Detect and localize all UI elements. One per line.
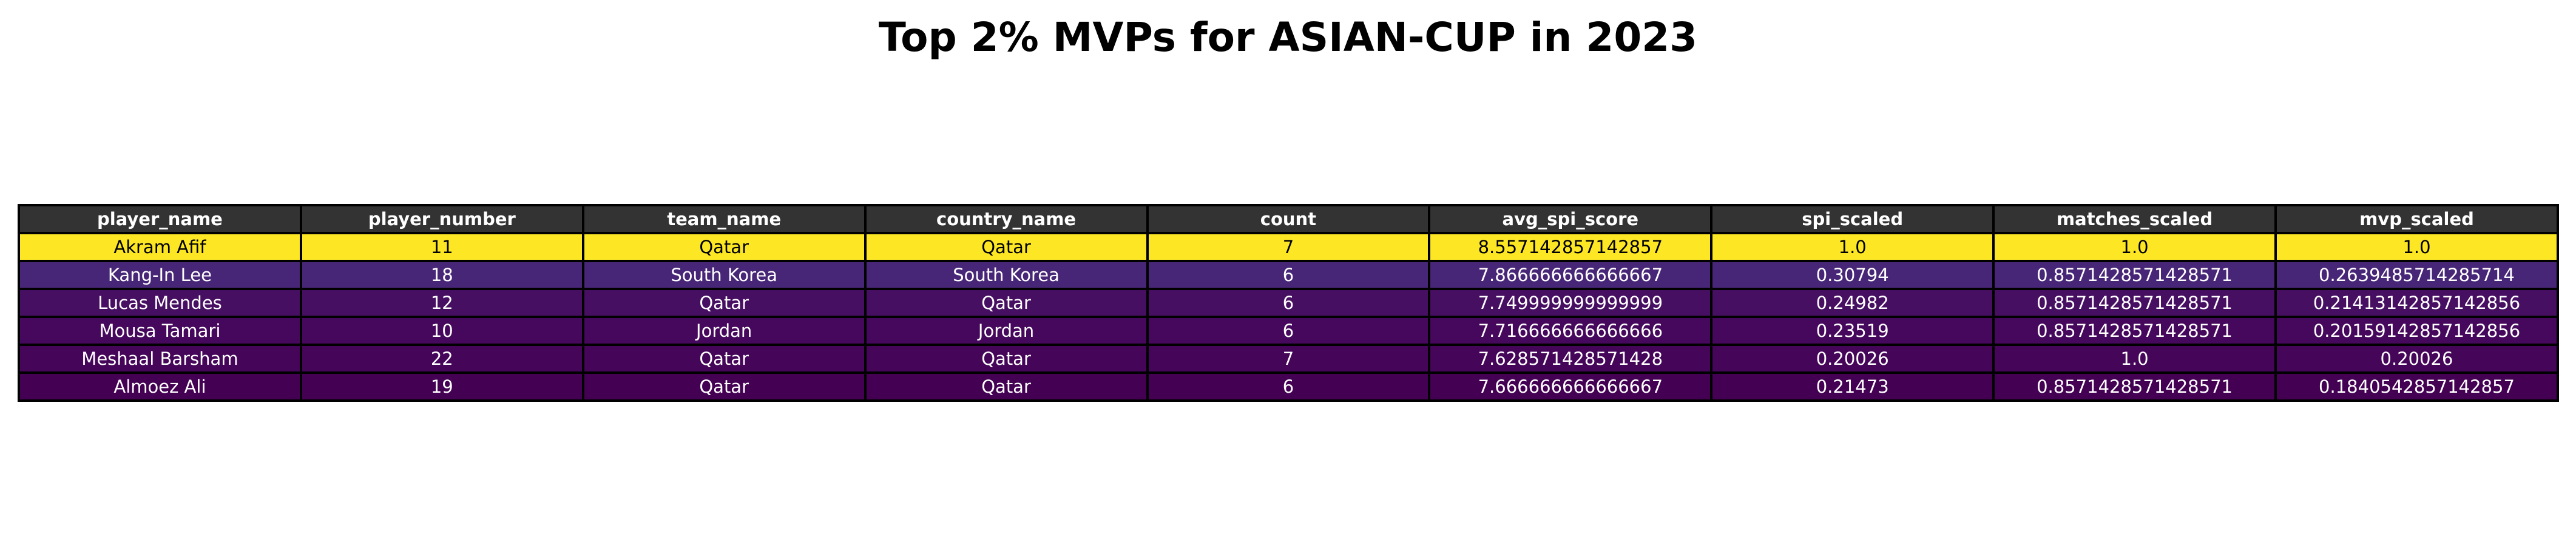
- table-row: Kang-In Lee 18 South Korea South Korea 6 7.86…: [18, 260, 2559, 290]
- cell-spi-scaled: 0.24982: [1710, 288, 1995, 318]
- cell-player-number: 11: [299, 232, 584, 262]
- cell-spi-scaled: 0.21473: [1710, 371, 1995, 402]
- cell-count: 6: [1146, 316, 1431, 346]
- column-header-country-name: country_name: [864, 204, 1149, 234]
- cell-spi-scaled: 0.23519: [1710, 316, 1995, 346]
- cell-matches-scaled: 0.8571428571428571: [1992, 260, 2277, 290]
- table-row: Akram Afif 11 Qatar Qatar 7 8.557142857142857…: [18, 232, 2559, 262]
- cell-avg-spi-score: 7.716666666666666: [1428, 316, 1713, 346]
- column-header-spi-scaled: spi_scaled: [1710, 204, 1995, 234]
- cell-count: 7: [1146, 232, 1431, 262]
- column-header-avg-spi-score: avg_spi_score: [1428, 204, 1713, 234]
- cell-mvp-scaled: 1.0: [2274, 232, 2559, 262]
- cell-player-name: Almoez Ali: [18, 371, 302, 402]
- cell-count: 6: [1146, 288, 1431, 318]
- cell-player-number: 12: [299, 288, 584, 318]
- cell-player-name: Lucas Mendes: [18, 288, 302, 318]
- cell-player-name: Meshaal Barsham: [18, 344, 302, 374]
- cell-player-number: 10: [299, 316, 584, 346]
- table-row: Almoez Ali 19 Qatar Qatar 6 7.666666666666667…: [18, 371, 2559, 402]
- column-header-mvp-scaled: mvp_scaled: [2274, 204, 2559, 234]
- cell-matches-scaled: 0.8571428571428571: [1992, 288, 2277, 318]
- table-body: Akram Afif 11 Qatar Qatar 7 8.557142857142857…: [18, 232, 2559, 402]
- cell-matches-scaled: 0.8571428571428571: [1992, 316, 2277, 346]
- mvp-table: player_name player_number team_name country…: [18, 204, 2559, 402]
- cell-mvp-scaled: 0.20159142857142856: [2274, 316, 2559, 346]
- cell-country-name: Qatar: [864, 371, 1149, 402]
- cell-team-name: Qatar: [581, 288, 867, 318]
- cell-count: 6: [1146, 371, 1431, 402]
- table-header-row: player_name player_number team_name country…: [18, 204, 2559, 234]
- cell-player-number: 19: [299, 371, 584, 402]
- cell-team-name: Qatar: [581, 371, 867, 402]
- cell-mvp-scaled: 0.1840542857142857: [2274, 371, 2559, 402]
- table-row: Lucas Mendes 12 Qatar Qatar 6 7.7499999999999…: [18, 288, 2559, 318]
- cell-avg-spi-score: 7.749999999999999: [1428, 288, 1713, 318]
- cell-player-number: 18: [299, 260, 584, 290]
- cell-country-name: Jordan: [864, 316, 1149, 346]
- cell-matches-scaled: 1.0: [1992, 232, 2277, 262]
- table-row: Mousa Tamari 10 Jordan Jordan 6 7.71666666666…: [18, 316, 2559, 346]
- cell-mvp-scaled: 0.20026: [2274, 344, 2559, 374]
- cell-player-name: Akram Afif: [18, 232, 302, 262]
- cell-country-name: Qatar: [864, 232, 1149, 262]
- cell-avg-spi-score: 7.666666666666667: [1428, 371, 1713, 402]
- column-header-matches-scaled: matches_scaled: [1992, 204, 2277, 234]
- cell-player-name: Mousa Tamari: [18, 316, 302, 346]
- cell-team-name: Qatar: [581, 232, 867, 262]
- cell-country-name: South Korea: [864, 260, 1149, 290]
- cell-team-name: Jordan: [581, 316, 867, 346]
- cell-avg-spi-score: 7.628571428571428: [1428, 344, 1713, 374]
- cell-spi-scaled: 0.20026: [1710, 344, 1995, 374]
- column-header-team-name: team_name: [581, 204, 867, 234]
- cell-matches-scaled: 1.0: [1992, 344, 2277, 374]
- table-row: Meshaal Barsham 22 Qatar Qatar 7 7.6285714285…: [18, 344, 2559, 374]
- cell-country-name: Qatar: [864, 344, 1149, 374]
- cell-matches-scaled: 0.8571428571428571: [1992, 371, 2277, 402]
- cell-spi-scaled: 1.0: [1710, 232, 1995, 262]
- cell-team-name: South Korea: [581, 260, 867, 290]
- cell-country-name: Qatar: [864, 288, 1149, 318]
- column-header-count: count: [1146, 204, 1431, 234]
- chart-title: Top 2% MVPs for ASIAN-CUP in 2023: [878, 14, 1698, 61]
- cell-count: 7: [1146, 344, 1431, 374]
- cell-count: 6: [1146, 260, 1431, 290]
- cell-player-number: 22: [299, 344, 584, 374]
- column-header-player-name: player_name: [18, 204, 302, 234]
- cell-avg-spi-score: 7.866666666666667: [1428, 260, 1713, 290]
- cell-spi-scaled: 0.30794: [1710, 260, 1995, 290]
- cell-mvp-scaled: 0.2639485714285714: [2274, 260, 2559, 290]
- column-header-player-number: player_number: [299, 204, 584, 234]
- cell-mvp-scaled: 0.21413142857142856: [2274, 288, 2559, 318]
- cell-player-name: Kang-In Lee: [18, 260, 302, 290]
- cell-avg-spi-score: 8.557142857142857: [1428, 232, 1713, 262]
- cell-team-name: Qatar: [581, 344, 867, 374]
